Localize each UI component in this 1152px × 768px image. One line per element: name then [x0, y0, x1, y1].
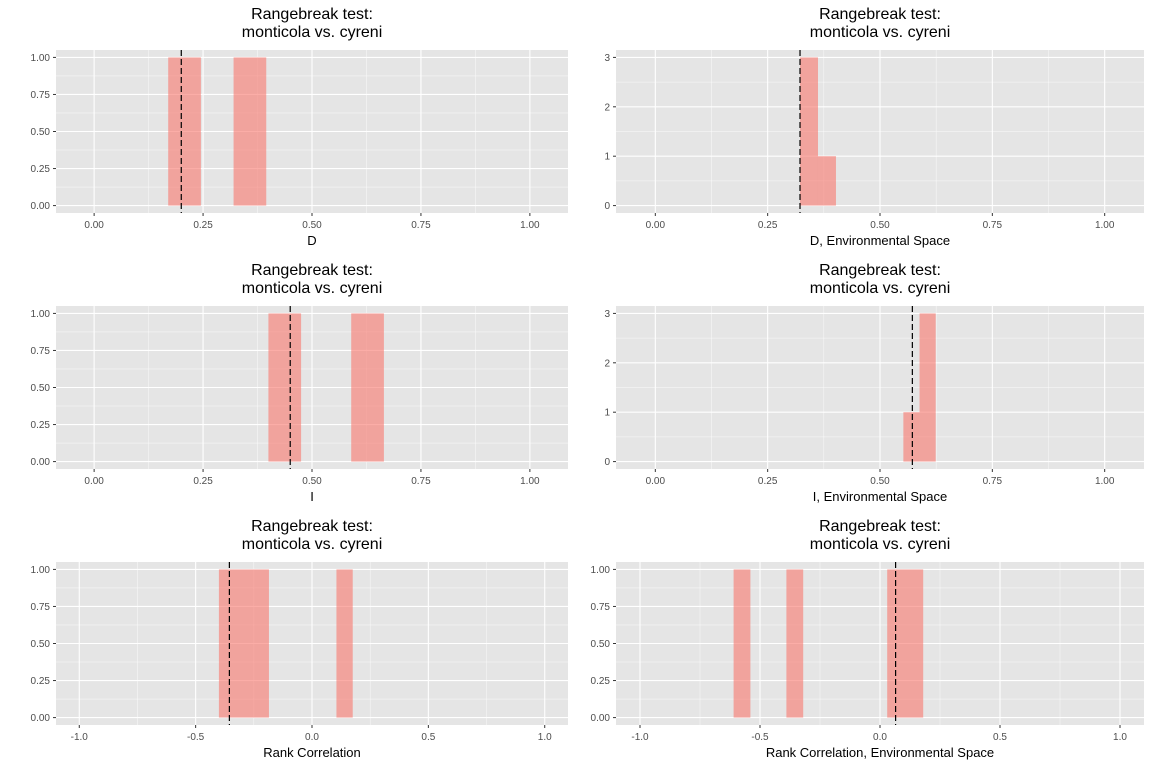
x-tick-label: 1.0	[1113, 732, 1127, 743]
x-tick-label: 0.25	[193, 220, 213, 231]
chart-title-line-2: monticola vs. cyreni	[810, 24, 951, 41]
histogram-bar-2	[351, 313, 384, 462]
x-tick-label: 0.50	[870, 476, 890, 487]
x-tick-label: 0.75	[411, 220, 431, 231]
y-tick-label: 0.50	[31, 639, 51, 650]
chart-title-line-1: Rangebreak test:	[251, 6, 373, 23]
y-tick-label: 0	[604, 457, 610, 468]
x-tick-label: 0.25	[758, 476, 778, 487]
x-tick-label: 0.75	[411, 476, 431, 487]
y-tick-label: 1	[604, 408, 610, 419]
y-tick-label: 0.75	[31, 602, 51, 613]
y-tick-label: 0.25	[31, 420, 51, 431]
y-tick-label: 3	[604, 309, 610, 320]
x-axis-title: I	[310, 489, 314, 504]
chart-title-line-1: Rangebreak test:	[251, 518, 373, 535]
chart-panel-5: 0.00 0.25 0.50 0.75 1.00 -1.0 -0.5 0.0 0.5 1.0 Ran…	[31, 518, 568, 760]
y-tick-label: 0.00	[31, 457, 51, 468]
chart-title-line-1: Rangebreak test:	[819, 6, 941, 23]
histogram-bar-1	[168, 57, 201, 206]
y-tick-label: 1.00	[31, 565, 51, 576]
histogram-bar-1	[268, 313, 302, 462]
x-axis-title: Rank Correlation	[263, 745, 361, 760]
x-tick-label: 0.0	[305, 732, 319, 743]
chart-panel-2: 0 1 2 3 0.00 0.25 0.50 0.75 1.00 D, Environmental…	[604, 6, 1144, 248]
x-axis-title: D	[307, 233, 316, 248]
x-tick-label: 0.50	[870, 220, 890, 231]
x-tick-label: 0.50	[302, 476, 322, 487]
x-tick-label: 0.00	[84, 220, 104, 231]
chart-panel-1: 0.00 0.25 0.50 0.75 1.00 0.00 0.25 0.50 0.75 1.00…	[31, 6, 568, 248]
chart-title-line-2: monticola vs. cyreni	[242, 536, 383, 553]
y-tick-label: 2	[604, 358, 610, 369]
x-tick-label: 0.50	[302, 220, 322, 231]
x-tick-label: 1.00	[520, 476, 540, 487]
histogram-bar-2	[233, 57, 267, 206]
x-tick-label: 0.5	[993, 732, 1007, 743]
x-axis-title: D, Environmental Space	[810, 233, 950, 248]
chart-title-line-1: Rangebreak test:	[251, 262, 373, 279]
x-tick-label: -0.5	[187, 732, 205, 743]
y-tick-label: 1.00	[31, 309, 51, 320]
y-tick-label: 0.75	[591, 602, 611, 613]
y-tick-label: 0	[604, 201, 610, 212]
y-tick-label: 0.50	[31, 383, 51, 394]
histogram-bar-3	[887, 569, 924, 718]
x-tick-label: 1.00	[520, 220, 540, 231]
chart-title-line-2: monticola vs. cyreni	[242, 280, 383, 297]
x-tick-label: 0.0	[873, 732, 887, 743]
x-tick-label: 1.00	[1095, 476, 1115, 487]
chart-title-line-2: monticola vs. cyreni	[242, 24, 383, 41]
x-tick-label: 0.25	[193, 476, 213, 487]
chart-title-line-2: monticola vs. cyreni	[810, 536, 951, 553]
y-tick-label: 0.00	[591, 713, 611, 724]
chart-title-line-2: monticola vs. cyreni	[810, 280, 951, 297]
x-tick-label: 0.75	[983, 476, 1003, 487]
x-tick-label: 0.25	[758, 220, 778, 231]
chart-panel-4: 0 1 2 3 0.00 0.25 0.50 0.75 1.00 I, Environmental…	[604, 262, 1144, 504]
x-tick-label: 0.00	[646, 476, 666, 487]
y-tick-label: 0.25	[31, 676, 51, 687]
y-tick-label: 3	[604, 53, 610, 64]
histogram-bar-1	[218, 569, 269, 718]
y-tick-label: 1.00	[591, 565, 611, 576]
x-axis-title: Rank Correlation, Environmental Space	[766, 745, 994, 760]
histogram-bar-1	[903, 412, 920, 462]
x-axis-title: I, Environmental Space	[813, 489, 947, 504]
chart-panel-3: 0.00 0.25 0.50 0.75 1.00 0.00 0.25 0.50 0.75 1.00…	[31, 262, 568, 504]
histogram-bar-2	[817, 156, 836, 206]
y-tick-label: 0.00	[31, 713, 51, 724]
chart-title-line-1: Rangebreak test:	[819, 262, 941, 279]
x-tick-label: 0.00	[646, 220, 666, 231]
y-tick-label: 0.50	[591, 639, 611, 650]
histogram-bar-2	[919, 313, 936, 462]
y-tick-label: 0.25	[31, 164, 51, 175]
chart-panel-6: 0.00 0.25 0.50 0.75 1.00 -1.0 -0.5 0.0 0.5 1.0 Ran…	[591, 518, 1144, 760]
y-tick-label: 0.25	[591, 676, 611, 687]
x-tick-label: -0.5	[751, 732, 769, 743]
x-tick-label: 1.0	[538, 732, 552, 743]
y-tick-label: 0.75	[31, 90, 51, 101]
y-tick-label: 1	[604, 152, 610, 163]
chart-title-line-1: Rangebreak test:	[819, 518, 941, 535]
histogram-bar-2	[336, 569, 353, 718]
histogram-bar-2	[786, 569, 804, 718]
y-tick-label: 1.00	[31, 53, 51, 64]
y-tick-label: 0.75	[31, 346, 51, 357]
y-tick-label: 0.00	[31, 201, 51, 212]
x-tick-label: 0.75	[983, 220, 1003, 231]
histogram-bar-1	[800, 57, 818, 206]
histogram-bar-1	[733, 569, 751, 718]
x-tick-label: 1.00	[1095, 220, 1115, 231]
y-tick-label: 2	[604, 102, 610, 113]
x-tick-label: 0.00	[84, 476, 104, 487]
x-tick-label: -1.0	[631, 732, 649, 743]
y-tick-label: 0.50	[31, 127, 51, 138]
x-tick-label: -1.0	[71, 732, 89, 743]
x-tick-label: 0.5	[421, 732, 435, 743]
